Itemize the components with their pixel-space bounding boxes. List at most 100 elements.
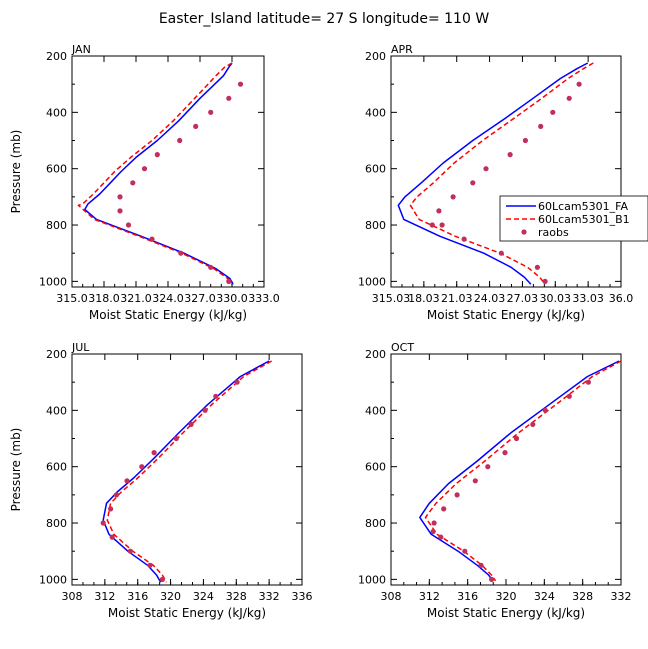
x-tick-label: 308 xyxy=(62,590,83,603)
raobs-marker xyxy=(141,166,148,172)
panel-label: JUL xyxy=(71,341,90,354)
raobs-marker xyxy=(154,152,160,158)
panels-group: JAN 315.0 318.0 321.0 324.0 327.0 330.0 333.0 20… xyxy=(9,43,648,620)
raobs-marker xyxy=(108,506,114,512)
y-tick-label: 400 xyxy=(365,404,386,417)
raobs-marker xyxy=(461,236,467,242)
y-tick-label: 1000 xyxy=(358,573,386,586)
raobs-marker xyxy=(454,492,460,498)
x-tick-label: 30.03 xyxy=(540,292,572,305)
x-tick-label: 308 xyxy=(381,590,402,603)
x-tick-label: 324.0 xyxy=(152,292,184,305)
x-tick-label: 316 xyxy=(127,590,148,603)
raobs-marker xyxy=(438,534,444,540)
y-axis-label: Pressure (mb) xyxy=(9,428,23,512)
raobs-marker xyxy=(566,393,572,399)
x-tick-label: 333.0 xyxy=(248,292,280,305)
x-axis-label: Moist Static Energy (kJ/kg) xyxy=(89,308,247,322)
raobs-marker xyxy=(429,222,435,228)
x-tick-label: 320 xyxy=(496,590,517,603)
x-tick-label: 332 xyxy=(611,590,632,603)
x-tick-label: 328 xyxy=(572,590,593,603)
x-tick-label: 315.03 xyxy=(372,292,411,305)
y-tick-label: 400 xyxy=(46,404,67,417)
raobs-marker xyxy=(149,236,155,242)
x-tick-label: 33.03 xyxy=(572,292,604,305)
panel-oct: OCT 308 312 316 320 324 328 332 200 400 600 800 1000… xyxy=(358,341,632,620)
raobs-marker xyxy=(117,194,123,200)
series-line-fa xyxy=(419,360,620,582)
raobs-marker xyxy=(502,450,508,456)
y-tick-label: 400 xyxy=(46,106,67,119)
x-axis-label: Moist Static Energy (kJ/kg) xyxy=(427,308,585,322)
y-tick-label: 800 xyxy=(365,219,386,232)
x-tick-label: 324 xyxy=(193,590,214,603)
raobs-marker xyxy=(113,492,119,498)
x-tick-label: 336 xyxy=(292,590,313,603)
raobs-marker xyxy=(441,506,447,512)
raobs-marker xyxy=(522,137,529,144)
raobs-marker xyxy=(147,562,153,568)
raobs-marker xyxy=(117,208,123,214)
legend-label: 60Lcam5301_FA xyxy=(538,200,628,213)
raobs-marker xyxy=(542,407,548,413)
y-tick-label: 400 xyxy=(365,106,386,119)
y-tick-label: 600 xyxy=(365,163,386,176)
raobs-marker xyxy=(530,421,536,427)
y-tick-label: 1000 xyxy=(39,573,67,586)
raobs-marker xyxy=(450,194,456,200)
raobs-marker xyxy=(513,435,520,442)
raobs-marker xyxy=(159,576,165,583)
raobs-marker xyxy=(124,478,130,484)
plot-frame xyxy=(390,55,622,288)
raobs-marker xyxy=(109,534,115,540)
raobs-marker xyxy=(237,81,244,87)
y-tick-label: 600 xyxy=(365,461,386,474)
panel-label: JAN xyxy=(71,43,91,56)
x-tick-label: 327.0 xyxy=(184,292,216,305)
x-tick-label: 36.0 xyxy=(609,292,634,305)
x-axis-label: Moist Static Energy (kJ/kg) xyxy=(427,606,585,620)
y-tick-label: 800 xyxy=(46,517,67,530)
x-tick-label: 328 xyxy=(226,590,247,603)
raobs-marker xyxy=(550,109,556,115)
series-line-b1 xyxy=(424,360,622,582)
y-tick-label: 800 xyxy=(46,219,67,232)
plot-frame xyxy=(71,353,303,586)
legend-marker xyxy=(521,229,527,235)
panel-label: OCT xyxy=(391,341,414,354)
series-line-b1 xyxy=(106,360,272,583)
raobs-marker xyxy=(177,137,183,144)
raobs-marker xyxy=(485,464,491,470)
x-tick-label: 312 xyxy=(94,590,115,603)
raobs-marker xyxy=(234,379,240,385)
raobs-marker xyxy=(478,562,484,568)
y-tick-label: 800 xyxy=(365,517,386,530)
x-tick-label: 21.03 xyxy=(441,292,473,305)
raobs-marker xyxy=(534,264,541,270)
legend-label: raobs xyxy=(538,226,569,239)
raobs-marker xyxy=(483,166,489,172)
raobs-marker xyxy=(542,278,548,284)
series-line-fa xyxy=(84,62,234,285)
raobs-marker xyxy=(208,264,214,270)
raobs-marker xyxy=(430,528,436,535)
y-tick-label: 600 xyxy=(46,461,67,474)
raobs-marker xyxy=(498,250,504,256)
x-tick-label: 316 xyxy=(457,590,478,603)
raobs-marker xyxy=(173,435,179,442)
raobs-marker xyxy=(178,250,184,256)
y-axis-label: Pressure (mb) xyxy=(9,130,23,214)
panel-jul: JUL 308 312 316 320 324 328 332 336 200 400 600 800 1… xyxy=(9,341,313,620)
raobs-marker xyxy=(489,576,495,583)
x-tick-label: 318.0 xyxy=(88,292,120,305)
raobs-marker xyxy=(576,81,582,87)
raobs-marker xyxy=(139,464,145,470)
raobs-marker xyxy=(436,208,442,214)
y-tick-label: 200 xyxy=(365,50,386,63)
series-line-b1 xyxy=(409,62,594,285)
raobs-marker xyxy=(585,379,592,385)
x-tick-label: 320 xyxy=(160,590,181,603)
